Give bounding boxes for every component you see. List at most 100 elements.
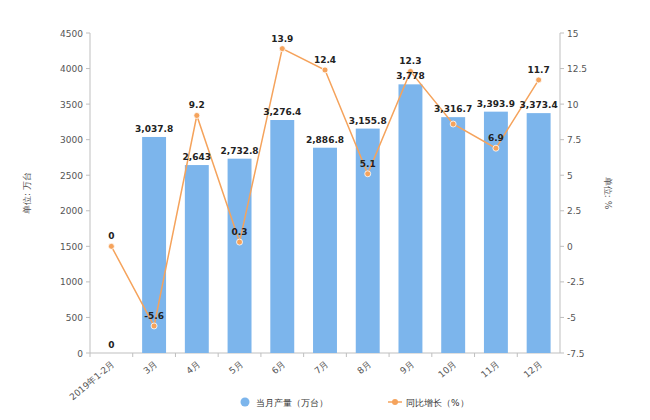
bar-label: 3,316.7 <box>434 104 472 114</box>
line-label: 6.9 <box>488 133 504 143</box>
bar <box>142 137 166 353</box>
line-marker <box>493 145 499 151</box>
x-tick <box>175 353 176 357</box>
bar-label: 0 <box>108 340 114 350</box>
x-tick <box>90 353 91 357</box>
bar-label: 3,276.4 <box>263 107 301 117</box>
x-tick-label: 4月 <box>184 359 202 376</box>
line-label: 5.1 <box>360 159 376 169</box>
bar-label: 3,778 <box>396 71 424 81</box>
y-tick-label: 500 <box>66 313 83 323</box>
x-tick <box>389 353 390 357</box>
y2-tick <box>560 33 564 34</box>
y2-tick <box>560 139 564 140</box>
bar <box>527 113 551 353</box>
y-tick <box>86 246 90 247</box>
line-marker <box>108 243 114 249</box>
bar-label: 2,732.8 <box>220 146 258 156</box>
bar <box>313 148 337 353</box>
x-tick-label: 3月 <box>142 359 160 376</box>
y2-axis-line <box>560 33 561 353</box>
x-tick-label: 6月 <box>270 359 288 376</box>
y-tick <box>86 33 90 34</box>
line-marker <box>194 112 200 118</box>
legend-symbol <box>241 398 250 407</box>
bar <box>228 159 252 353</box>
legend-label: 同比增长（%） <box>406 398 469 408</box>
y-tick-label: 2000 <box>60 206 83 216</box>
bar <box>270 120 294 353</box>
x-tick-label: 5月 <box>227 359 245 376</box>
bar <box>398 84 422 353</box>
y2-tick-label: 5 <box>567 171 573 181</box>
x-tick-label: 2019年1-2月 <box>68 359 117 402</box>
x-tick-label: 12月 <box>522 359 544 380</box>
bar-label: 3,373.4 <box>520 100 558 110</box>
line-label: 0 <box>108 231 114 241</box>
y-tick-label: 1000 <box>60 277 83 287</box>
line-marker <box>279 46 285 52</box>
x-tick <box>260 353 261 357</box>
line-marker <box>365 171 371 177</box>
y-tick <box>86 353 90 354</box>
data-labels: 03,037.82,6432,732.83,276.42,886.83,155.… <box>108 34 557 350</box>
line-marker <box>151 323 157 329</box>
line-marker <box>322 67 328 73</box>
y2-tick-label: -2.5 <box>567 277 585 287</box>
y2-tick-label: -5 <box>567 313 576 323</box>
bar-label: 3,393.9 <box>477 99 515 109</box>
y-tick-label: 1500 <box>60 242 83 252</box>
bar <box>99 353 123 354</box>
y-tick-label: 4000 <box>60 64 83 74</box>
y-axis-title: 单位: 万台 <box>22 172 32 214</box>
line-label: 9.2 <box>189 100 205 110</box>
y2-tick-label: 10 <box>567 100 579 110</box>
y2-tick <box>560 175 564 176</box>
y-tick <box>86 175 90 176</box>
y2-tick-label: -7.5 <box>567 349 585 359</box>
line-marker <box>237 239 243 245</box>
line-marker <box>536 77 542 83</box>
bar <box>356 129 380 353</box>
y-tick <box>86 139 90 140</box>
y2-tick-label: 0 <box>567 242 573 252</box>
y2-tick <box>560 246 564 247</box>
y2-tick-label: 2.5 <box>567 206 581 216</box>
x-tick <box>517 353 518 357</box>
line-label: 13.9 <box>271 34 293 44</box>
line-label: 11.7 <box>528 65 550 75</box>
y2-tick <box>560 281 564 282</box>
x-tick <box>303 353 304 357</box>
y-tick <box>86 281 90 282</box>
y-tick <box>86 210 90 211</box>
legend: 当月产量（万台）同比增长（%） <box>241 398 469 409</box>
line-marker <box>450 121 456 127</box>
y-tick-label: 3000 <box>60 135 83 145</box>
y-axis-line <box>90 33 91 353</box>
line-label: 12.3 <box>399 56 421 66</box>
y2-tick-label: 12.5 <box>567 64 587 74</box>
y2-tick <box>560 210 564 211</box>
x-tick <box>132 353 133 357</box>
line-label: 12.4 <box>314 55 336 65</box>
y-tick <box>86 317 90 318</box>
bar <box>185 165 209 353</box>
y-tick <box>86 68 90 69</box>
y2-tick <box>560 353 564 354</box>
x-tick <box>474 353 475 357</box>
line-label: -5.6 <box>144 311 164 321</box>
y-tick <box>86 104 90 105</box>
x-tick <box>431 353 432 357</box>
plot-area <box>108 46 550 353</box>
x-tick-label: 7月 <box>313 359 331 376</box>
y-tick-label: 4500 <box>60 29 83 39</box>
line <box>111 49 538 326</box>
bar-label: 2,643 <box>183 152 211 162</box>
bar-label: 3,037.8 <box>135 124 173 134</box>
bar <box>484 112 508 353</box>
y-tick-label: 2500 <box>60 171 83 181</box>
x-tick-label: 10月 <box>436 359 458 380</box>
bar-label: 2,886.8 <box>306 135 344 145</box>
x-tick-label: 8月 <box>355 359 373 376</box>
line-label: 0.3 <box>232 227 248 237</box>
